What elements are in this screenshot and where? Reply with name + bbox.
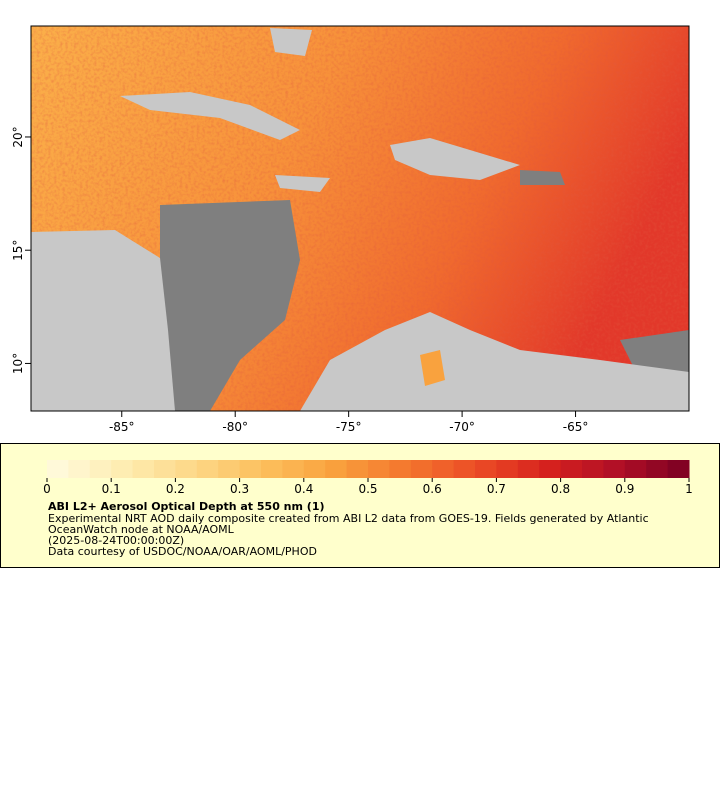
colorbar-tick-label: 1 xyxy=(685,482,693,496)
colorbar-tick-label: 0.2 xyxy=(166,482,185,496)
legend-line: Data courtesy of USDOC/NOAA/OAR/AOML/PHO… xyxy=(48,545,317,558)
colorbar-tick-label: 0.3 xyxy=(230,482,249,496)
colorbar-swatch xyxy=(89,460,112,478)
x-tick-label: -65° xyxy=(563,420,589,434)
colorbar-swatch xyxy=(196,460,219,478)
x-tick-label: -85° xyxy=(109,420,135,434)
legend-line: (2025-08-24T00:00:00Z) xyxy=(48,534,184,547)
colorbar-swatch xyxy=(624,460,647,478)
colorbar-swatch xyxy=(132,460,155,478)
colorbar-swatch xyxy=(261,460,283,478)
legend-title: ABI L2+ Aerosol Optical Depth at 550 nm … xyxy=(48,500,325,513)
colorbar-swatch xyxy=(603,460,626,478)
map-field xyxy=(31,26,689,411)
colorbar-swatch xyxy=(410,460,433,478)
colorbar-swatch xyxy=(389,460,412,478)
colorbar-swatch xyxy=(154,460,176,478)
colorbar-swatch xyxy=(646,460,669,478)
x-tick-label: -80° xyxy=(222,420,248,434)
colorbar-swatch xyxy=(218,460,241,478)
colorbar-swatch xyxy=(282,460,305,478)
colorbar-swatch xyxy=(432,460,455,478)
colorbar-tick-label: 0.5 xyxy=(358,482,377,496)
colorbar-tick-label: 0.7 xyxy=(487,482,506,496)
colorbar-tick-label: 0.8 xyxy=(551,482,570,496)
colorbar-swatch xyxy=(667,460,690,478)
colorbar: 0 0.1 0.2 0.3 0.4 0.5 0.6 0.7 0.8 0.9 1 xyxy=(43,460,693,496)
colorbar-swatch xyxy=(496,460,519,478)
colorbar-swatch xyxy=(560,460,583,478)
colorbar-tick-label: 0.6 xyxy=(423,482,442,496)
colorbar-swatch xyxy=(47,460,69,478)
y-tick-label: 15° xyxy=(11,240,25,261)
legend-line: OceanWatch node at NOAA/AOML xyxy=(48,523,235,536)
colorbar-swatch xyxy=(239,460,262,478)
axes: -85° -80° -75° -70° -65° 10° 15° 20° xyxy=(11,126,588,434)
colorbar-tick-label: 0.9 xyxy=(615,482,634,496)
colorbar-swatch xyxy=(111,460,134,478)
colorbar-swatch xyxy=(539,460,562,478)
y-tick-label: 20° xyxy=(11,126,25,147)
colorbar-tick-label: 0.4 xyxy=(294,482,313,496)
colorbar-tick-label: 0.1 xyxy=(102,482,121,496)
colorbar-swatch xyxy=(68,460,91,478)
colorbar-swatch xyxy=(475,460,497,478)
map-frame xyxy=(30,25,690,412)
colorbar-swatch xyxy=(175,460,198,478)
colorbar-swatch xyxy=(582,460,604,478)
y-tick-label: 10° xyxy=(11,353,25,374)
colorbar-swatch xyxy=(346,460,369,478)
legend-line: Experimental NRT AOD daily composite cre… xyxy=(48,512,649,525)
x-tick-label: -70° xyxy=(449,420,475,434)
colorbar-swatch xyxy=(325,460,348,478)
x-tick-label: -75° xyxy=(336,420,362,434)
colorbar-swatch xyxy=(303,460,326,478)
colorbar-swatch xyxy=(453,460,476,478)
colorbar-swatch xyxy=(517,460,540,478)
colorbar-tick-label: 0 xyxy=(43,482,51,496)
colorbar-swatch xyxy=(368,460,390,478)
